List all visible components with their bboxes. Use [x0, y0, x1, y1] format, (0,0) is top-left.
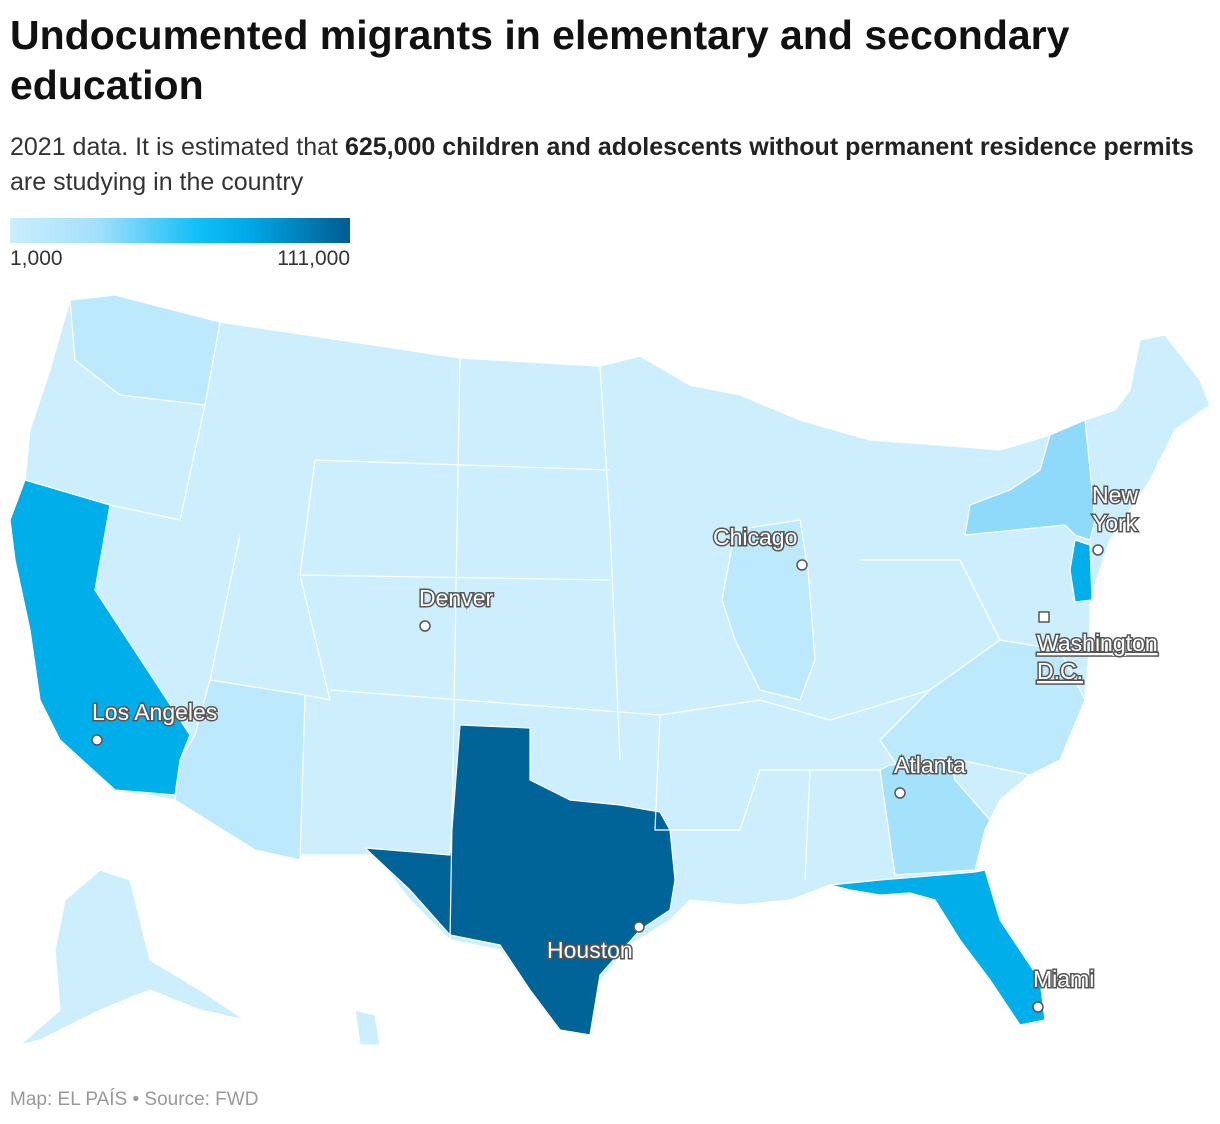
legend-max: 111,000: [277, 247, 350, 270]
state-hawaii[interactable]: [354, 1009, 381, 1046]
state-new-jersey[interactable]: [1069, 539, 1093, 603]
city-chicago[interactable]: Chicago: [712, 523, 808, 571]
legend-gradient: [10, 218, 350, 243]
city-washington-dc[interactable]: Washington D.C.: [1036, 611, 1159, 686]
city-los-angeles[interactable]: Los Angeles: [91, 698, 219, 746]
state-virginia-nc[interactable]: [879, 639, 1086, 776]
city-denver[interactable]: Denver: [418, 584, 495, 632]
city-label: Washington D.C.: [1037, 630, 1158, 684]
state-new-york[interactable]: [964, 419, 1096, 541]
city-label: New York: [1092, 482, 1138, 536]
state-florida[interactable]: [829, 869, 1046, 1026]
subtitle: 2021 data. It is estimated that 625,000 …: [10, 130, 1210, 200]
subtitle-text-end: are studying in the country: [10, 168, 304, 196]
city-label: Miami: [1033, 966, 1094, 992]
city-miami[interactable]: Miami: [1032, 965, 1096, 1013]
map-title: Undocumented migrants in elementary and …: [10, 12, 1070, 108]
footer-source: Map: EL PAÍS • Source: FWD: [10, 1089, 259, 1110]
city-new-york[interactable]: New York: [1091, 481, 1140, 556]
color-legend: 1,000 111,000: [10, 218, 350, 271]
city-label: Atlanta: [894, 752, 966, 778]
city-markers: Los Angeles Denver Chicago New York Washi…: [91, 481, 1159, 1013]
state-illinois[interactable]: [721, 519, 816, 701]
state-alaska[interactable]: [19, 869, 246, 1046]
city-houston[interactable]: Houston: [546, 921, 645, 965]
state-texas[interactable]: [364, 724, 676, 1036]
city-label: Chicago: [713, 524, 797, 550]
city-label: Los Angeles: [92, 699, 217, 725]
subtitle-bold: 625,000 children and adolescents without…: [344, 133, 1194, 161]
legend-min: 1,000: [10, 247, 63, 270]
city-label: Houston: [547, 937, 633, 963]
city-atlanta[interactable]: Atlanta: [893, 751, 967, 799]
state-arizona[interactable]: [174, 679, 306, 861]
city-label: Denver: [419, 585, 493, 611]
state-california[interactable]: [9, 479, 191, 796]
state-georgia[interactable]: [879, 757, 991, 876]
subtitle-text: 2021 data. It is estimated that: [10, 133, 345, 161]
